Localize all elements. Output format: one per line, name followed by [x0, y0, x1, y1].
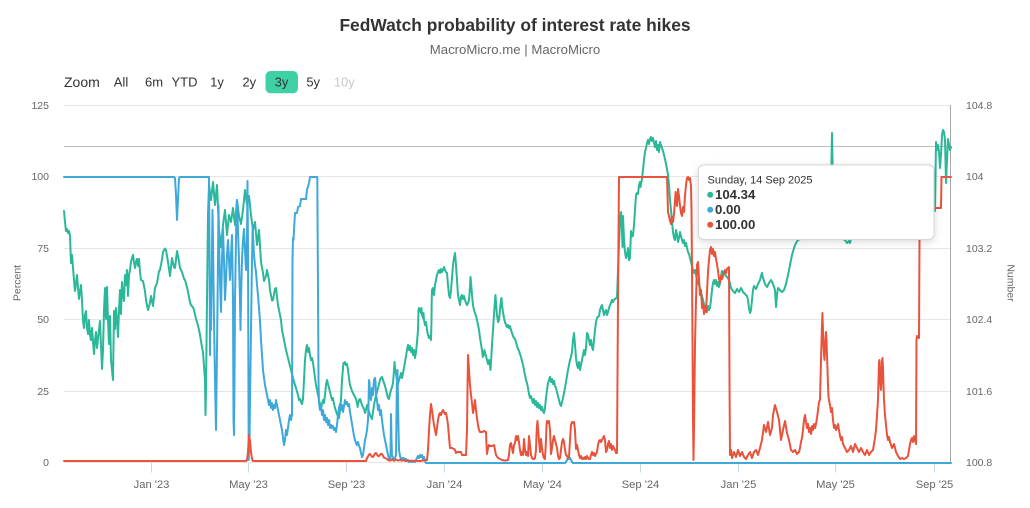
- svg-text:5y: 5y: [306, 75, 320, 90]
- svg-text:101.6: 101.6: [966, 386, 992, 398]
- svg-text:100.8: 100.8: [966, 457, 992, 469]
- svg-text:Sep '24: Sep '24: [622, 479, 660, 491]
- svg-text:3y: 3y: [275, 75, 289, 90]
- svg-text:0.00: 0.00: [715, 202, 741, 217]
- svg-text:6m: 6m: [145, 75, 163, 90]
- svg-text:100.00: 100.00: [715, 217, 755, 232]
- svg-text:104.8: 104.8: [966, 100, 992, 112]
- svg-text:Sep '23: Sep '23: [328, 479, 366, 491]
- svg-text:0: 0: [43, 457, 49, 469]
- svg-text:Percent: Percent: [12, 265, 24, 301]
- svg-text:103.2: 103.2: [966, 243, 992, 255]
- svg-text:YTD: YTD: [172, 75, 198, 90]
- svg-text:May '23: May '23: [229, 479, 268, 491]
- svg-text:25: 25: [37, 386, 49, 398]
- svg-text:Zoom: Zoom: [64, 74, 100, 90]
- svg-text:75: 75: [37, 243, 49, 255]
- svg-text:10y: 10y: [334, 75, 355, 90]
- svg-text:Sunday, 14 Sep 2025: Sunday, 14 Sep 2025: [708, 175, 813, 187]
- svg-text:1y: 1y: [210, 75, 224, 90]
- svg-text:100: 100: [31, 171, 49, 183]
- svg-text:May '24: May '24: [523, 479, 562, 491]
- svg-text:FedWatch probability of intere: FedWatch probability of interest rate hi…: [339, 15, 690, 35]
- svg-text:Number: Number: [1005, 264, 1017, 302]
- svg-text:104.34: 104.34: [715, 187, 756, 202]
- svg-text:104: 104: [966, 171, 984, 183]
- svg-text:Jan '24: Jan '24: [427, 479, 463, 491]
- svg-text:125: 125: [31, 100, 49, 112]
- svg-text:May '25: May '25: [816, 479, 855, 491]
- svg-text:Jan '25: Jan '25: [721, 479, 757, 491]
- svg-text:All: All: [114, 75, 129, 90]
- svg-text:102.4: 102.4: [966, 314, 992, 326]
- svg-text:MacroMicro.me | MacroMicro: MacroMicro.me | MacroMicro: [430, 42, 601, 57]
- svg-text:Sep '25: Sep '25: [916, 479, 954, 491]
- svg-text:50: 50: [37, 314, 49, 326]
- svg-text:Jan '23: Jan '23: [134, 479, 170, 491]
- svg-text:2y: 2y: [242, 75, 256, 90]
